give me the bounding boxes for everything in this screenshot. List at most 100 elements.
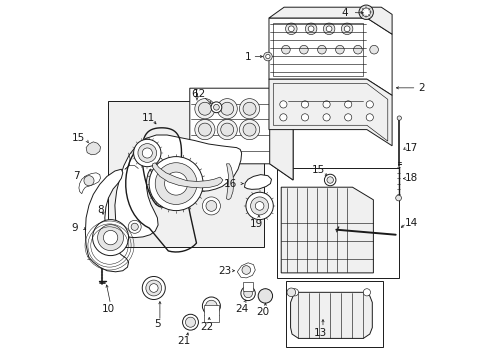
Polygon shape [269, 88, 292, 180]
Circle shape [217, 99, 237, 119]
Polygon shape [268, 7, 391, 34]
Circle shape [243, 102, 256, 115]
Circle shape [255, 202, 264, 210]
Bar [272, 23, 363, 76]
Text: 12: 12 [192, 89, 206, 99]
Text: 19: 19 [249, 219, 262, 229]
Text: 13: 13 [314, 328, 327, 338]
Circle shape [279, 114, 286, 121]
Circle shape [128, 220, 141, 233]
Text: 14: 14 [405, 218, 418, 228]
Circle shape [198, 123, 211, 136]
Circle shape [142, 276, 165, 300]
Circle shape [185, 317, 195, 327]
Circle shape [202, 197, 220, 215]
Circle shape [369, 45, 378, 54]
Circle shape [194, 99, 215, 119]
Circle shape [279, 101, 286, 108]
Circle shape [291, 289, 298, 296]
Text: 22: 22 [200, 321, 213, 332]
Text: 15: 15 [311, 165, 324, 175]
Text: 18: 18 [405, 173, 418, 183]
Text: 16: 16 [224, 179, 237, 189]
Polygon shape [281, 187, 373, 273]
Circle shape [344, 26, 349, 32]
Text: 1: 1 [244, 51, 251, 62]
Circle shape [344, 114, 351, 121]
Polygon shape [290, 292, 371, 338]
Text: 7: 7 [73, 171, 79, 181]
Circle shape [155, 163, 197, 204]
Circle shape [239, 120, 259, 140]
Circle shape [344, 101, 351, 108]
Polygon shape [268, 79, 391, 146]
Circle shape [366, 101, 373, 108]
Circle shape [243, 123, 256, 136]
Text: 6: 6 [190, 89, 197, 99]
Circle shape [265, 54, 269, 59]
Circle shape [324, 174, 335, 186]
Circle shape [92, 220, 128, 256]
Circle shape [335, 45, 344, 54]
Bar [242, 282, 253, 291]
Circle shape [194, 120, 215, 140]
Text: 11: 11 [141, 113, 154, 123]
Text: 21: 21 [177, 336, 190, 346]
Circle shape [299, 45, 307, 54]
Polygon shape [268, 18, 391, 95]
Text: 17: 17 [405, 143, 418, 153]
Circle shape [325, 26, 331, 32]
Circle shape [307, 26, 313, 32]
Circle shape [239, 99, 259, 119]
Polygon shape [226, 164, 233, 200]
Circle shape [103, 230, 118, 245]
Bar [108, 101, 264, 247]
Circle shape [301, 101, 308, 108]
Circle shape [145, 280, 162, 296]
Circle shape [205, 201, 216, 211]
Circle shape [213, 104, 219, 110]
Circle shape [220, 102, 233, 115]
Text: 4: 4 [341, 8, 347, 18]
Circle shape [286, 288, 295, 297]
Circle shape [358, 5, 373, 19]
Text: 2: 2 [418, 83, 425, 93]
Circle shape [263, 52, 272, 61]
Polygon shape [237, 263, 255, 278]
Circle shape [242, 266, 250, 274]
Circle shape [366, 114, 373, 121]
Polygon shape [86, 142, 101, 155]
Circle shape [217, 120, 237, 140]
Circle shape [322, 114, 329, 121]
Circle shape [353, 45, 362, 54]
Circle shape [202, 297, 220, 315]
Text: 9: 9 [71, 222, 78, 233]
Circle shape [395, 195, 401, 201]
Circle shape [164, 172, 187, 195]
Circle shape [98, 225, 123, 251]
Circle shape [396, 116, 401, 120]
Bar [276, 168, 399, 278]
Text: 24: 24 [235, 303, 248, 314]
Circle shape [322, 101, 329, 108]
Circle shape [182, 314, 198, 330]
Polygon shape [152, 163, 223, 188]
Circle shape [245, 192, 273, 220]
Circle shape [198, 102, 211, 115]
Polygon shape [115, 135, 241, 238]
Circle shape [281, 45, 289, 54]
Circle shape [220, 123, 233, 136]
Circle shape [211, 102, 222, 113]
Circle shape [285, 23, 296, 35]
Polygon shape [85, 169, 128, 272]
Circle shape [258, 289, 272, 303]
Polygon shape [189, 88, 292, 180]
Circle shape [317, 45, 325, 54]
Circle shape [288, 26, 294, 32]
Bar [204, 305, 218, 322]
Polygon shape [244, 175, 271, 189]
Text: 5: 5 [154, 319, 161, 329]
Bar [285, 281, 382, 347]
Circle shape [138, 144, 156, 162]
Text: 15: 15 [71, 132, 84, 143]
